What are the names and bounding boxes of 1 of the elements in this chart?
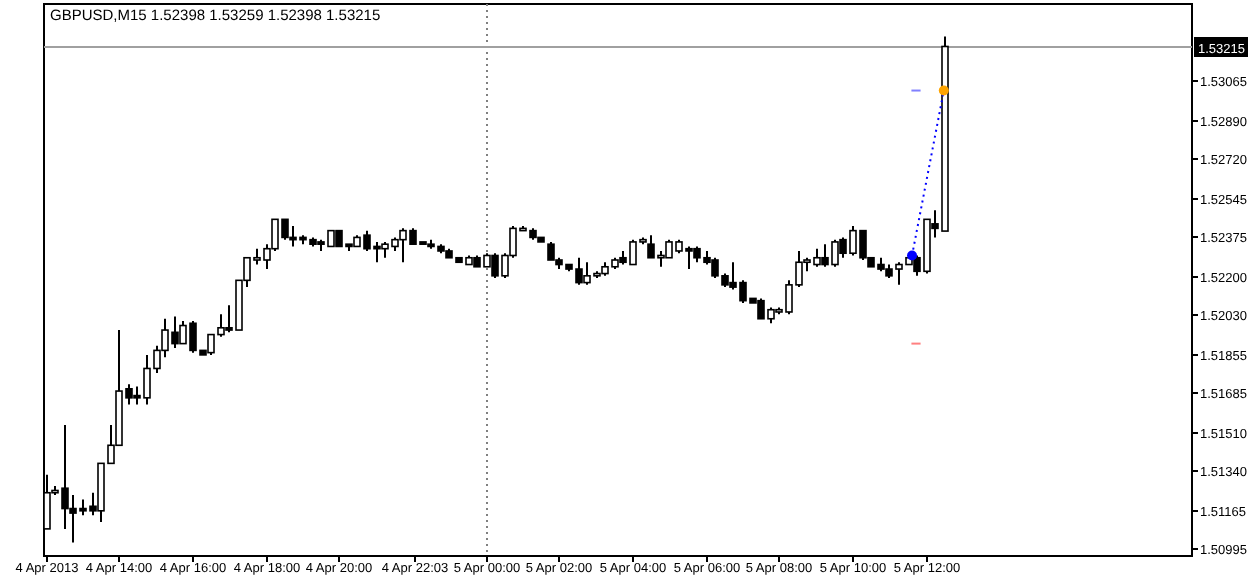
candlestick <box>547 240 555 261</box>
